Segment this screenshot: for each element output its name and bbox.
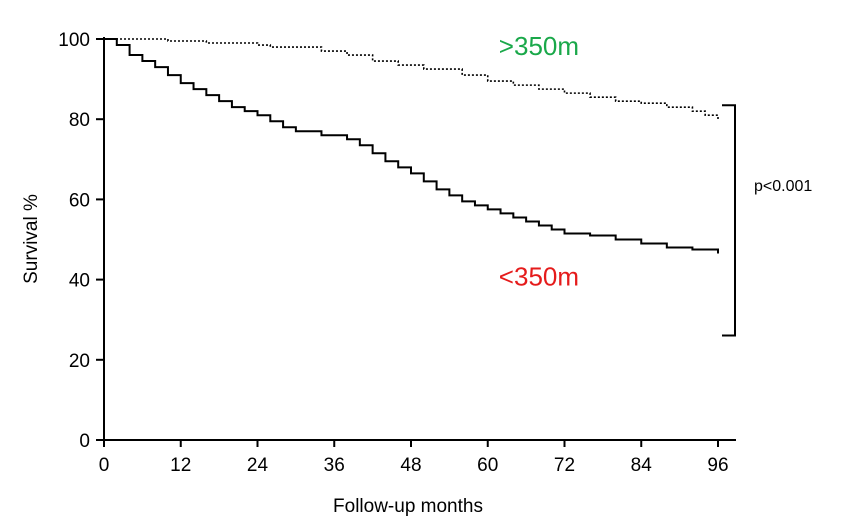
x-tick-label: 96 — [707, 455, 728, 476]
x-axis-ticks: 0 12 24 36 48 60 72 84 96 — [99, 440, 729, 476]
series-layer — [104, 38, 719, 254]
x-tick-label: 72 — [554, 455, 575, 476]
x-tick-label: 36 — [324, 455, 345, 476]
x-axis-title: Follow-up months — [333, 496, 483, 517]
x-tick-label: 24 — [247, 455, 269, 476]
x-tick-label: 12 — [170, 455, 191, 476]
x-tick-label: 60 — [477, 455, 498, 476]
p-value-label: p<0.001 — [754, 178, 812, 195]
p-value-bracket — [722, 104, 736, 337]
axes: 0 12 24 36 48 60 72 84 96 0 20 40 60 80 100 — [58, 30, 736, 476]
y-tick-label: 40 — [69, 271, 90, 292]
y-tick-label: 100 — [58, 30, 90, 51]
y-axis-title: Survival % — [21, 194, 42, 284]
series-label-below-350m: <350m — [499, 262, 579, 292]
y-tick-label: 80 — [69, 110, 90, 131]
curve-above-350m — [104, 38, 719, 120]
series-label-above-350m: >350m — [499, 31, 579, 61]
x-tick-label: 48 — [400, 455, 421, 476]
y-tick-label: 60 — [69, 190, 90, 211]
x-tick-label: 84 — [631, 455, 653, 476]
y-axis-ticks: 0 20 40 60 80 100 — [58, 30, 104, 452]
y-tick-label: 0 — [79, 431, 90, 452]
x-tick-label: 0 — [99, 455, 110, 476]
y-tick-label: 20 — [69, 351, 90, 372]
curve-below-350m — [104, 38, 719, 254]
